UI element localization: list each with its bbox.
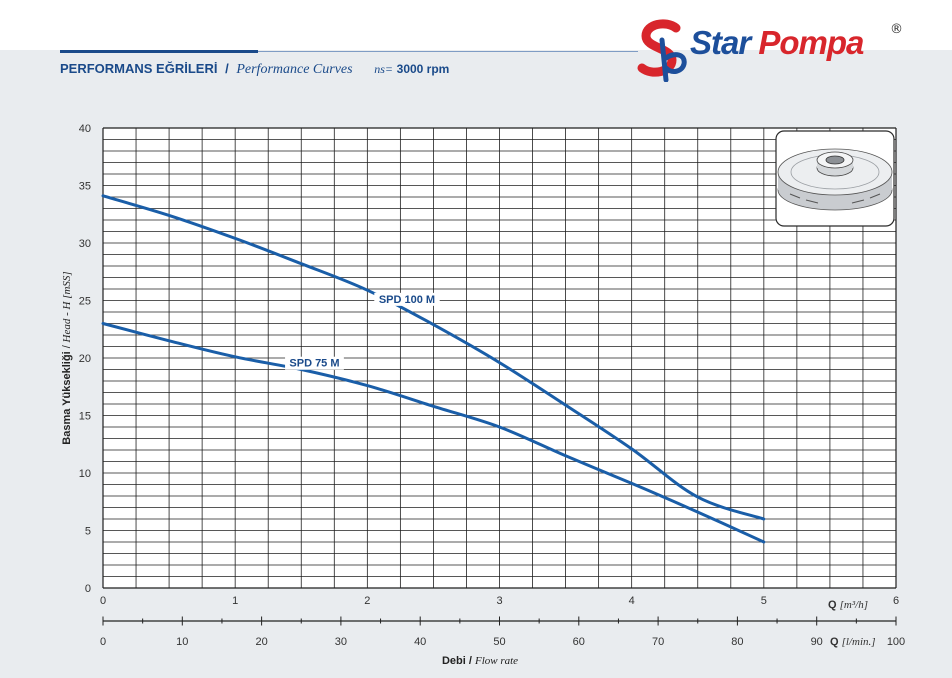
- title-english: Performance Curves: [236, 62, 353, 77]
- series-label-background: [374, 292, 440, 306]
- series-label: SPD 75 M: [289, 358, 339, 370]
- series-label-background: [285, 356, 344, 370]
- secondary-tick-label: 60: [573, 636, 585, 648]
- secondary-tick-label: 50: [493, 636, 505, 648]
- speed-symbol: ns=: [374, 62, 394, 76]
- y-tick-label: 5: [85, 526, 91, 538]
- registered-mark: ®: [890, 22, 903, 37]
- axes: 0 5 10 15 20 25 30 35 40 0 1 2 3 4 5 6 Q [m³/h] 0 10 20 30 40…: [61, 123, 905, 667]
- y-tick-label: 10: [79, 468, 91, 480]
- secondary-tick-label: 20: [255, 636, 267, 648]
- x-tick-label: 2: [364, 595, 370, 607]
- x-caption-turkish: Debi: [442, 655, 469, 667]
- y-tick-label: 0: [85, 583, 91, 595]
- y-label-english: Head - H [mSS]: [61, 271, 73, 345]
- y-tick-label: 15: [79, 411, 91, 423]
- secondary-tick-label: 90: [811, 636, 823, 648]
- page-title: PERFORMANS EĞRİLERİ / Performance Curves…: [60, 61, 449, 78]
- brand-word-pompa: Pompa: [758, 24, 864, 61]
- x-tick-label: 6: [893, 595, 899, 607]
- y-tick-label: 40: [79, 123, 91, 135]
- x-caption-english: Flow rate: [474, 655, 518, 667]
- x-tick-label: 4: [629, 595, 635, 607]
- y-tick-label: 35: [79, 181, 91, 193]
- secondary-axis-unit: [l/min.]: [842, 636, 876, 648]
- title-separator: /: [225, 61, 229, 76]
- secondary-tick-label: 0: [100, 636, 106, 648]
- x-axis-unit: [m³/h]: [840, 599, 868, 611]
- top-band: [0, 0, 952, 50]
- x-tick-label: 3: [496, 595, 502, 607]
- secondary-tick-label: 30: [335, 636, 347, 648]
- brand-mark-icon: [637, 19, 687, 83]
- brand-logo: Star Pompa ®: [636, 18, 926, 83]
- labels: SPD 100 M SPD 75 M: [285, 292, 440, 370]
- impeller-inset: [775, 130, 895, 227]
- y-tick-label: 30: [79, 238, 91, 250]
- secondary-axis-q: Q: [830, 636, 842, 648]
- brand-word-star: Star: [690, 24, 751, 61]
- series-label: SPD 100 M: [379, 294, 435, 306]
- y-tick-label: 25: [79, 296, 91, 308]
- brand-wordmark: Star Pompa: [690, 24, 864, 62]
- impeller-icon: [777, 148, 893, 211]
- series: [101, 194, 766, 544]
- x-tick-label: 5: [761, 595, 767, 607]
- series-line-spd-75-m: [101, 322, 766, 544]
- speed-value: 3000 rpm: [396, 62, 450, 76]
- secondary-tick-label: 40: [414, 636, 426, 648]
- y-axis-label: Basma Yüksekliği / Head - H [mSS]: [61, 271, 73, 444]
- secondary-tick-label: 100: [887, 636, 905, 648]
- y-tick-label: 20: [79, 353, 91, 365]
- secondary-axis-title: Q [l/min.]: [830, 636, 876, 648]
- secondary-tick-label: 80: [731, 636, 743, 648]
- secondary-tick-label: 70: [652, 636, 664, 648]
- series-line-spd-100-m: [101, 194, 766, 521]
- x-tick-label: 1: [232, 595, 238, 607]
- x-caption-separator: /: [469, 655, 475, 667]
- x-caption: Debi / Flow rate: [442, 655, 518, 667]
- x-axis-title: Q [m³/h]: [828, 599, 868, 611]
- header-rule-light: [258, 51, 638, 52]
- y-label-separator: /: [61, 344, 73, 351]
- header-rule: [60, 50, 258, 53]
- x-axis-q: Q: [828, 599, 840, 611]
- x-tick-label: 0: [100, 595, 106, 607]
- title-turkish: PERFORMANS EĞRİLERİ: [60, 61, 218, 76]
- y-label-turkish: Basma Yüksekliği: [61, 351, 73, 444]
- secondary-tick-label: 10: [176, 636, 188, 648]
